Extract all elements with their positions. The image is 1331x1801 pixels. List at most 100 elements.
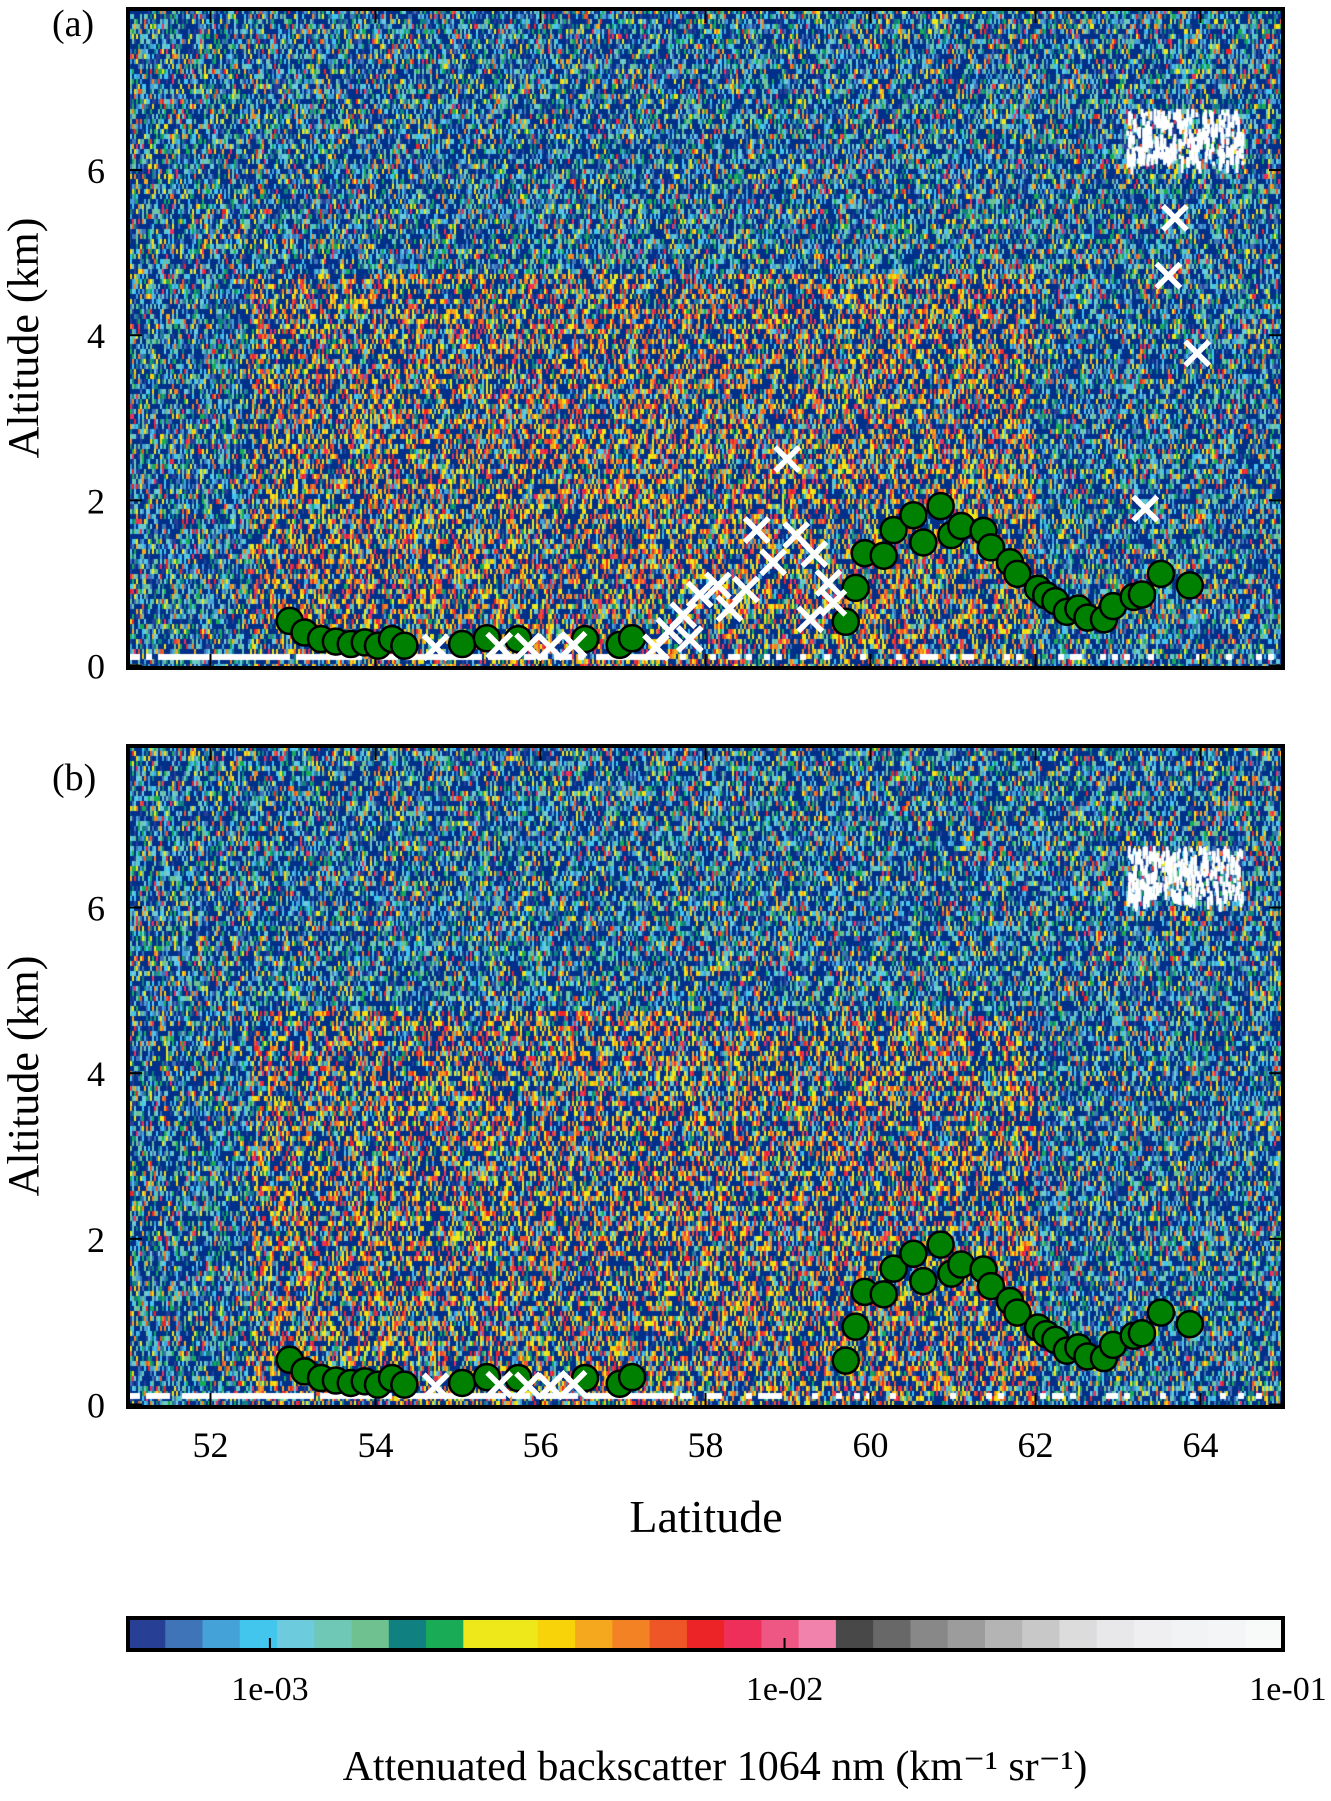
colorbar-bin <box>947 1618 986 1650</box>
colorbar-bin <box>426 1618 464 1650</box>
cross-marker <box>819 588 848 617</box>
circle-marker <box>617 624 647 653</box>
cross-marker <box>485 1370 514 1399</box>
cross-marker <box>703 571 732 600</box>
colorbar: 1e-03 1e-02 1e-01 <box>126 1616 1327 1708</box>
colorbar-bin <box>388 1618 427 1650</box>
x-tick-label: 60 <box>853 1425 889 1465</box>
circle-marker <box>899 500 928 530</box>
circle-marker <box>447 629 477 659</box>
circle-marker <box>1146 559 1176 589</box>
circle-marker <box>869 541 898 570</box>
colorbar-bin <box>835 1618 874 1650</box>
colorbar-bin <box>1208 1618 1247 1650</box>
circle-marker <box>1175 1309 1205 1339</box>
colorbar-bin <box>910 1618 949 1650</box>
cross-marker <box>759 548 788 577</box>
cross-marker <box>796 605 825 634</box>
colorbar-frame <box>126 1616 1285 1652</box>
colorbar-bin <box>1096 1618 1135 1650</box>
circle-marker-series <box>275 491 1205 660</box>
colorbar-bin <box>239 1618 278 1650</box>
cross-marker <box>742 516 771 545</box>
colorbar-tick-label: 1e-02 <box>746 1671 823 1708</box>
cross-marker <box>675 625 704 654</box>
cross-marker <box>421 1372 450 1401</box>
colorbar-bin <box>351 1618 390 1650</box>
cross-marker <box>715 594 744 623</box>
circle-marker <box>831 607 860 637</box>
circle-marker <box>899 1239 928 1269</box>
colorbar-bin <box>724 1618 762 1650</box>
x-tick-label: 64 <box>1183 1425 1219 1465</box>
colorbar-bin <box>649 1618 688 1650</box>
circle-marker <box>390 1370 419 1399</box>
circle-marker <box>390 631 419 660</box>
y-tick-label: 4 <box>87 1054 105 1094</box>
colorbar-bin <box>1059 1618 1098 1650</box>
circle-marker <box>926 491 955 521</box>
circle-marker <box>1003 559 1032 589</box>
plot-frame <box>126 744 1285 1409</box>
y-tick-label: 6 <box>87 889 105 929</box>
colorbar-bin <box>575 1618 613 1650</box>
circle-marker <box>570 624 600 654</box>
colorbar-label: Attenuated backscatter 1064 nm (km⁻¹ sr⁻… <box>343 1744 1088 1790</box>
y-tick-label: 2 <box>87 481 105 521</box>
colorbar-tick-label: 1e-01 <box>1249 1671 1326 1708</box>
cross-marker <box>1183 339 1212 368</box>
colorbar-bin <box>537 1618 576 1650</box>
cross-marker <box>1160 203 1189 232</box>
circle-marker <box>879 1254 908 1283</box>
circle-marker <box>926 1230 955 1259</box>
circle-marker <box>472 624 502 653</box>
x-axis-label: Latitude <box>629 1491 782 1542</box>
cross-marker <box>536 633 565 662</box>
panel-label-b: (b) <box>52 757 96 799</box>
cross-marker-series <box>421 203 1212 662</box>
circle-marker <box>976 1271 1006 1301</box>
y-tick-label: 0 <box>87 1386 105 1426</box>
circle-marker <box>1146 1298 1176 1327</box>
colorbar-bin <box>1022 1618 1060 1650</box>
backscatter-heatmap-a <box>128 9 1283 668</box>
colorbar-bin <box>165 1618 204 1650</box>
cross-marker <box>685 580 714 609</box>
cross-marker <box>1154 261 1183 290</box>
colorbar-bin <box>202 1618 241 1650</box>
cross-marker <box>514 632 543 661</box>
x-tick-label: 62 <box>1018 1425 1054 1465</box>
y-axis-label-a: Altitude (km) <box>0 218 48 459</box>
cross-marker-series <box>421 1369 588 1401</box>
colorbar-bin <box>761 1618 800 1650</box>
x-tick-label: 56 <box>523 1425 559 1465</box>
y-axis-label-b: Altitude (km) <box>0 956 48 1197</box>
colorbar-bin <box>277 1618 315 1650</box>
colorbar-bin <box>1245 1618 1284 1650</box>
colorbar-bin <box>128 1618 166 1650</box>
circle-marker <box>1003 1298 1032 1327</box>
colorbar-bin <box>873 1618 911 1650</box>
circle-marker <box>570 1363 600 1393</box>
circle-marker <box>472 1362 502 1392</box>
y-tick-label: 0 <box>87 647 105 687</box>
cross-marker <box>485 631 514 660</box>
circle-marker <box>617 1362 647 1392</box>
colorbar-bin <box>314 1618 353 1650</box>
cross-marker <box>514 1371 543 1400</box>
circle-marker <box>841 573 870 603</box>
circle-marker <box>841 1312 870 1341</box>
cross-marker <box>1131 494 1160 523</box>
circle-marker <box>1127 580 1157 609</box>
x-tick-label: 52 <box>193 1425 229 1465</box>
colorbar-bin <box>1171 1618 1209 1650</box>
circle-marker <box>909 528 938 557</box>
backscatter-heatmap-b <box>128 746 1283 1407</box>
cross-marker <box>536 1372 565 1401</box>
circle-marker <box>831 1346 860 1375</box>
y-tick-label: 6 <box>87 151 105 191</box>
cross-marker <box>814 568 843 597</box>
circle-marker <box>869 1280 898 1309</box>
